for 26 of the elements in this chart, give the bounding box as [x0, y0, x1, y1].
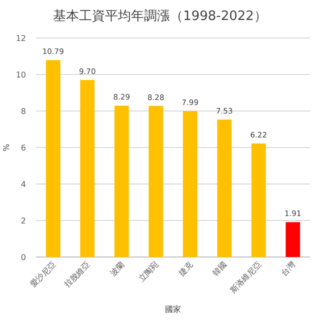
bar	[251, 143, 266, 257]
x-tick-label: 韓國	[211, 260, 229, 278]
x-tick-label: 立陶宛	[136, 260, 160, 284]
bar	[114, 106, 129, 257]
y-tick-label: 4	[20, 180, 26, 189]
x-tick-label: 波蘭	[108, 260, 126, 278]
y-tick-label: 6	[20, 144, 26, 152]
x-tick-label: 斯洛維尼亞	[228, 260, 264, 295]
bar	[148, 106, 164, 257]
y-tick-label: 10	[16, 70, 26, 80]
bar	[80, 80, 95, 257]
y-tick-label: 2	[20, 216, 26, 226]
x-tick-label: 台灣	[280, 260, 298, 278]
x-axis-title: 國家	[165, 305, 181, 314]
bar	[217, 120, 232, 257]
y-axis-title: %	[2, 143, 11, 152]
x-tick-label: 愛沙尼亞	[28, 260, 58, 290]
bar	[182, 111, 198, 257]
y-tick-label: 0	[20, 253, 26, 262]
x-tick-label: 捷克	[176, 260, 195, 278]
bar	[46, 60, 60, 257]
bar	[286, 222, 300, 257]
y-tick-label: 12	[16, 34, 26, 43]
y-tick-label: 8	[20, 107, 26, 116]
chart-title: 基本工資平均年調漲（1998-2022）	[53, 9, 267, 24]
x-tick-label: 拉脫維亞	[62, 260, 92, 290]
